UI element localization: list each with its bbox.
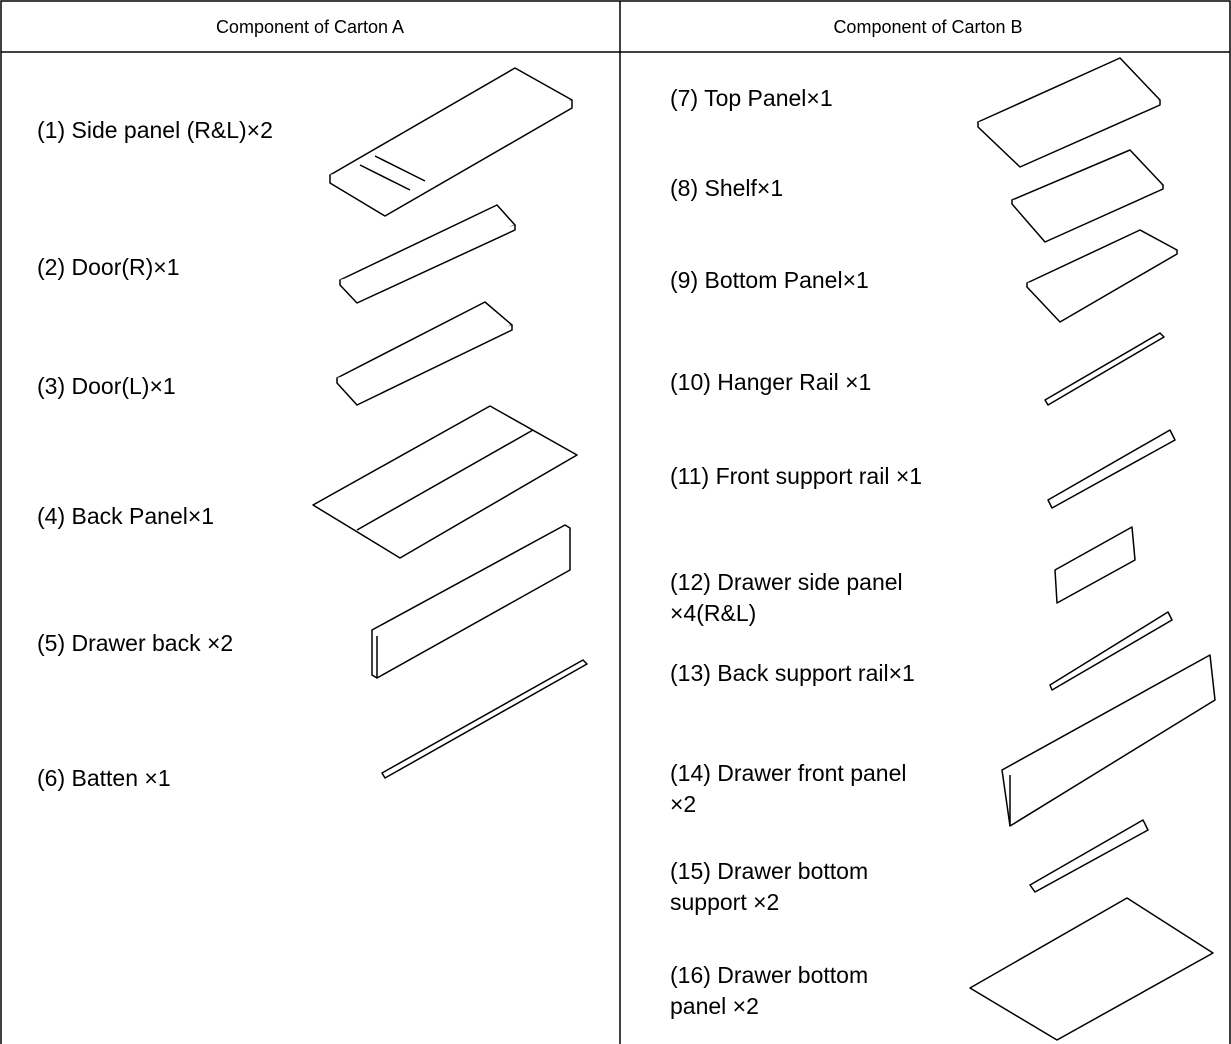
part-label: (12) Drawer side panel xyxy=(670,569,903,595)
hanger-rail-drawing xyxy=(1044,332,1165,406)
bottom-panel-edge xyxy=(1026,250,1178,323)
part-label: (13) Back support rail×1 xyxy=(670,660,915,686)
front-rail-drawing xyxy=(1047,429,1176,509)
door-r-edge xyxy=(339,225,516,304)
part-label: ×4(R&L) xyxy=(670,600,756,626)
drawer-side-drawing xyxy=(1054,526,1136,604)
part-label: (15) Drawer bottom xyxy=(670,858,868,884)
part-label: (14) Drawer front panel xyxy=(670,760,907,786)
door-l-edge xyxy=(336,325,513,406)
column-header: Component of Carton B xyxy=(833,17,1022,37)
back-panel-seam xyxy=(356,429,534,531)
part-drawings xyxy=(312,57,1216,1041)
part-label: (1) Side panel (R&L)×2 xyxy=(37,117,273,143)
side-panel-detail xyxy=(374,155,426,182)
part-label: (3) Door(L)×1 xyxy=(37,373,176,399)
column-header: Component of Carton A xyxy=(216,17,404,37)
part-label: (2) Door(R)×1 xyxy=(37,254,180,280)
part-label: (6) Batten ×1 xyxy=(37,765,171,791)
side-panel-edge xyxy=(329,100,573,217)
part-label: (5) Drawer back ×2 xyxy=(37,630,233,656)
part-label: (16) Drawer bottom xyxy=(670,962,868,988)
part-label: (8) Shelf×1 xyxy=(670,175,783,201)
part-label: ×2 xyxy=(670,791,696,817)
shelf-edge xyxy=(1011,185,1164,243)
back-rail-drawing xyxy=(1049,611,1173,691)
part-label: panel ×2 xyxy=(670,993,759,1019)
drawer-back-drawing xyxy=(371,524,571,679)
drawer-front-drawing xyxy=(1001,654,1216,827)
part-label: (10) Hanger Rail ×1 xyxy=(670,369,871,395)
back-panel-drawing xyxy=(312,405,578,559)
side-panel-detail xyxy=(359,164,411,191)
bottom-support-drawing xyxy=(1029,819,1149,893)
part-label: (11) Front support rail ×1 xyxy=(670,463,922,489)
top-panel-edge xyxy=(977,100,1161,168)
part-label: (9) Bottom Panel×1 xyxy=(670,267,869,293)
part-label: (4) Back Panel×1 xyxy=(37,503,214,529)
batten-drawing xyxy=(381,659,588,779)
part-label: support ×2 xyxy=(670,889,779,915)
drawer-bottom-drawing xyxy=(969,897,1214,1041)
part-label: (7) Top Panel×1 xyxy=(670,85,833,111)
